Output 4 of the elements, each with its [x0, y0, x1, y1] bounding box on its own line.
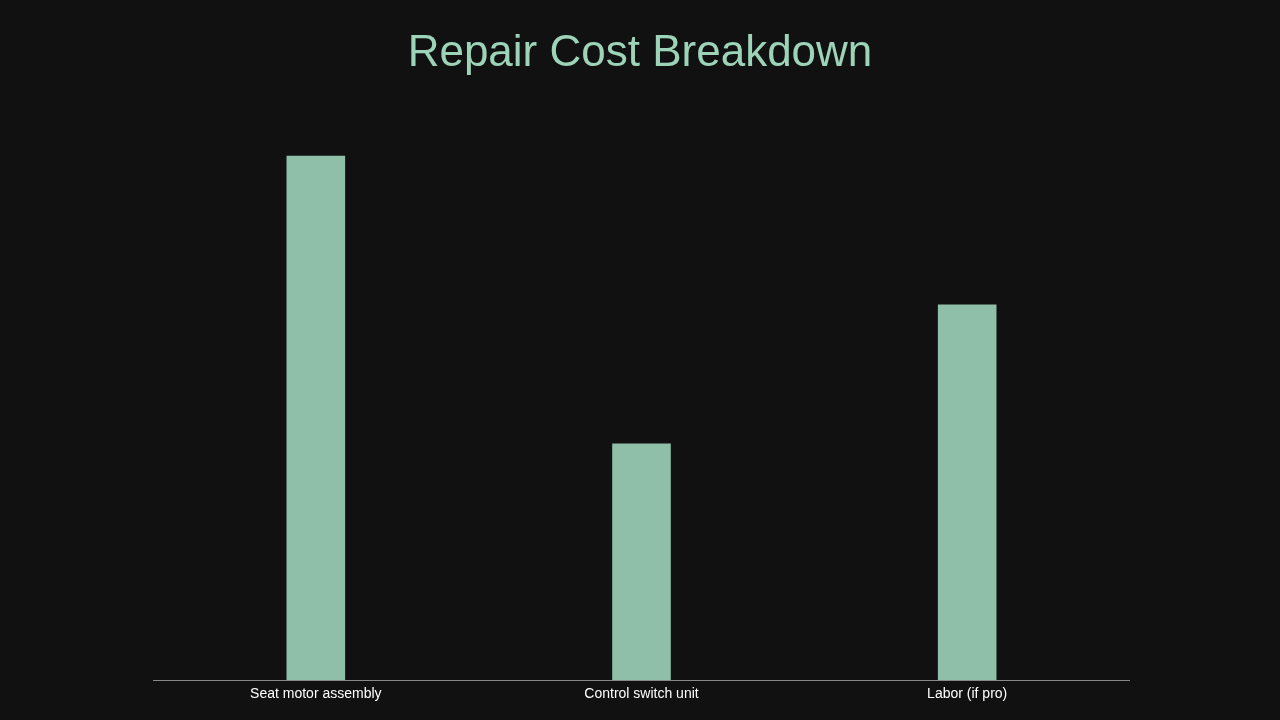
chart-title: Repair Cost Breakdown: [407, 25, 873, 75]
x-tick-label: Control switch unit: [584, 684, 699, 701]
x-tick-label: Labor (if pro): [927, 684, 1008, 701]
x-tick-label: Seat motor assembly: [250, 684, 382, 701]
